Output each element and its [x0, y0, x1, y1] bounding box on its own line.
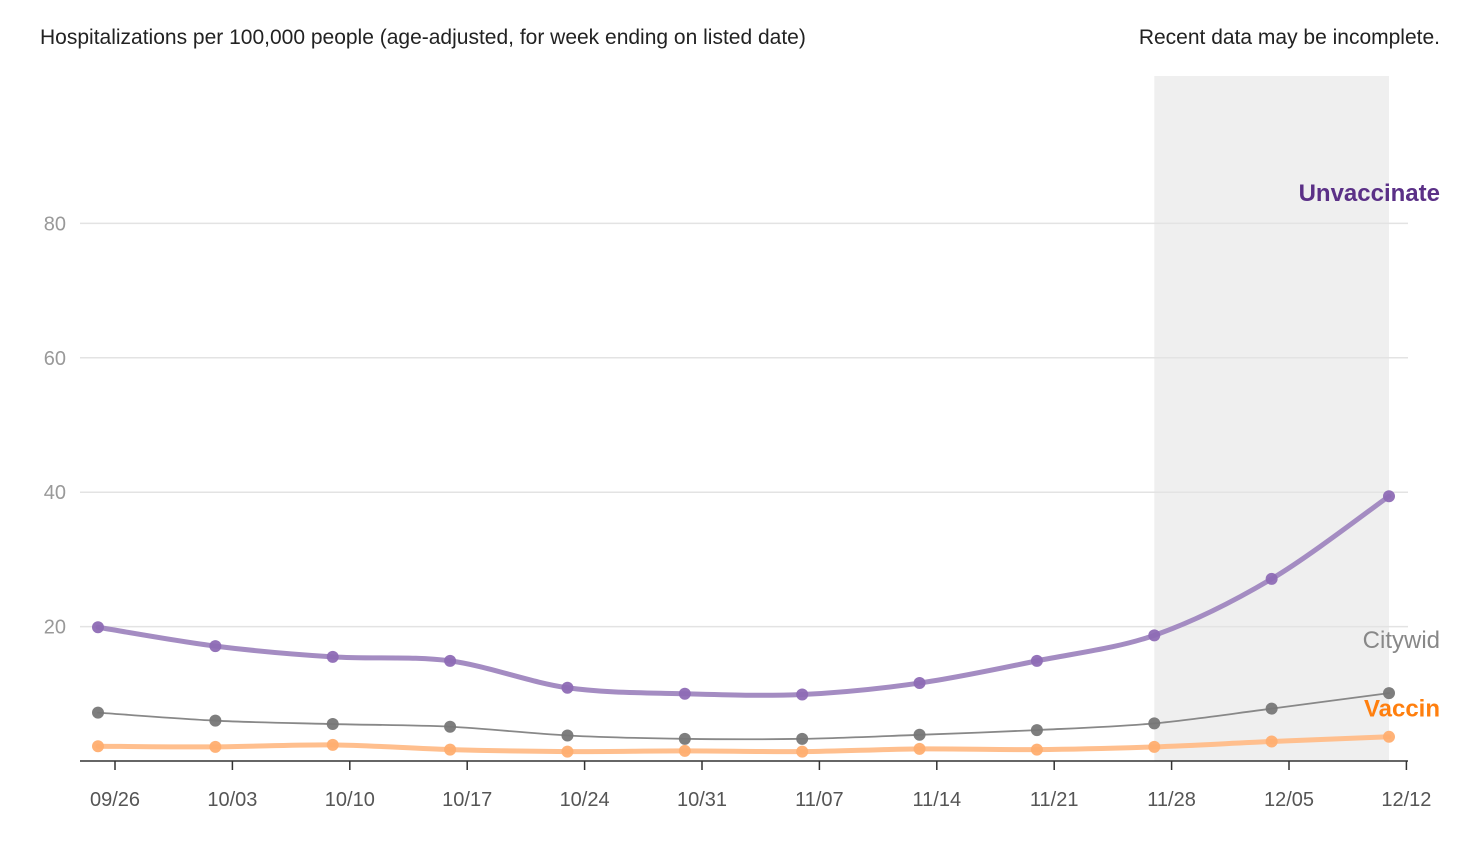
data-point-citywid — [1383, 687, 1395, 700]
x-tick-label: 10/31 — [677, 789, 727, 811]
data-point-citywid — [92, 706, 104, 719]
data-point-unvaccinate — [561, 681, 574, 694]
data-point-citywid — [913, 728, 926, 741]
data-point-citywid — [326, 718, 339, 731]
data-point-citywid — [1148, 717, 1161, 730]
data-point-vaccin — [1148, 740, 1161, 753]
data-point-unvaccinate — [92, 621, 104, 634]
data-point-vaccin — [1383, 730, 1395, 743]
series-line-vaccin — [95, 734, 1392, 755]
data-point-unvaccinate — [678, 687, 691, 700]
data-point-unvaccinate — [1383, 490, 1395, 503]
incomplete-data-note: Recent data may be incomplete. — [1138, 26, 1440, 49]
data-point-vaccin — [209, 740, 222, 753]
data-point-unvaccinate — [1030, 654, 1043, 667]
data-point-vaccin — [913, 742, 926, 755]
data-point-citywid — [561, 729, 574, 742]
data-point-vaccin — [1030, 743, 1043, 756]
data-point-citywid — [209, 714, 222, 727]
x-tick-label: 12/05 — [1264, 789, 1314, 811]
data-point-unvaccinate — [796, 688, 809, 701]
x-tick-label: 11/28 — [1147, 789, 1196, 811]
data-point-vaccin — [561, 745, 574, 758]
incomplete-data-region — [1154, 76, 1389, 761]
series-label-vaccin: Vaccin — [1364, 696, 1440, 723]
x-tick-label: 09/26 — [90, 789, 140, 811]
data-point-unvaccinate — [209, 640, 222, 653]
data-point-citywid — [444, 720, 457, 733]
data-point-vaccin — [92, 740, 104, 753]
data-point-unvaccinate — [444, 654, 457, 667]
data-point-unvaccinate — [1265, 572, 1278, 585]
series-label-unvaccinate: Unvaccinate — [1299, 180, 1440, 207]
data-point-vaccin — [678, 744, 691, 757]
x-tick-label: 10/10 — [325, 789, 375, 811]
data-point-vaccin — [796, 745, 809, 758]
data-point-unvaccinate — [326, 650, 339, 663]
y-tick-label: 80 — [44, 213, 66, 235]
data-point-citywid — [796, 732, 809, 745]
y-tick-label: 60 — [44, 348, 66, 370]
data-point-vaccin — [326, 738, 339, 751]
x-tick-label: 11/07 — [795, 789, 844, 811]
data-point-citywid — [678, 732, 691, 745]
data-point-vaccin — [444, 743, 457, 756]
data-point-unvaccinate — [913, 677, 926, 690]
y-tick-label: 20 — [44, 617, 66, 639]
x-tick-label: 10/24 — [560, 789, 610, 811]
chart-title: Hospitalizations per 100,000 people (age… — [40, 26, 806, 49]
series-line-citywid — [97, 692, 1390, 741]
x-tick-label: 11/14 — [913, 789, 962, 811]
y-tick-label: 40 — [44, 482, 66, 504]
data-point-vaccin — [1265, 735, 1278, 748]
x-tick-label: 10/17 — [442, 789, 492, 811]
series-line-unvaccinate — [95, 493, 1392, 698]
data-point-citywid — [1030, 724, 1043, 737]
data-point-unvaccinate — [1148, 629, 1161, 642]
data-point-citywid — [1265, 702, 1278, 715]
x-tick-label: 11/21 — [1030, 789, 1079, 811]
x-tick-label: 10/03 — [207, 789, 257, 811]
series-label-citywid: Citywid — [1363, 627, 1440, 654]
x-tick-label: 12/12 — [1381, 789, 1431, 811]
